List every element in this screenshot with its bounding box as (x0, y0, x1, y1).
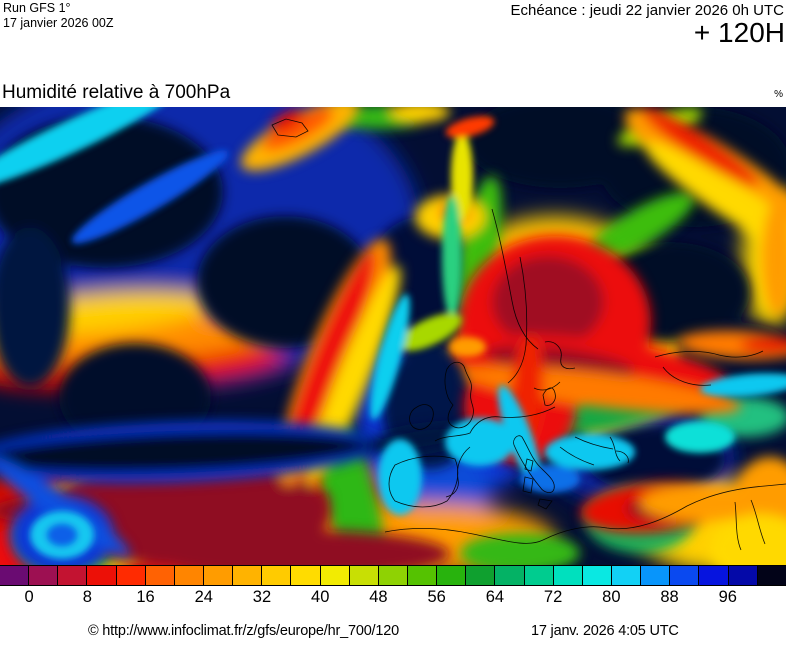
map-unit: % (774, 89, 783, 100)
map-title: Humidité relative à 700hPa (2, 82, 231, 103)
scale-box (262, 566, 291, 585)
scale-box (291, 566, 320, 585)
scale-box (466, 566, 495, 585)
footer-timestamp: 17 janv. 2026 4:05 UTC (531, 623, 679, 639)
scale-box (641, 566, 670, 585)
scale-box (495, 566, 524, 585)
coastlines (271, 118, 786, 551)
color-scale-labels: 0 8 16 24 32 40 48 56 64 72 80 88 96 (0, 588, 786, 608)
scale-label: 40 (311, 588, 330, 606)
scale-label: 16 (136, 588, 155, 606)
color-scale-bar (0, 565, 786, 586)
scale-box (29, 566, 58, 585)
scale-box (116, 566, 145, 585)
humidity-field-image (0, 107, 786, 565)
footer-copyright: © http://www.infoclimat.fr/z/gfs/europe/… (88, 623, 399, 639)
humidity-map (0, 107, 786, 565)
scale-box (553, 566, 582, 585)
scale-box (233, 566, 262, 585)
scale-label: 64 (485, 588, 505, 606)
scale-box (611, 566, 641, 585)
scale-box (349, 566, 378, 585)
scale-label: 72 (543, 588, 563, 606)
scale-label: 32 (252, 588, 272, 606)
scale-box (203, 566, 233, 585)
scale-label: 88 (660, 588, 679, 606)
scale-label: 48 (369, 588, 388, 606)
scale-label: 80 (602, 588, 621, 606)
run-date: 17 janvier 2026 00Z (3, 16, 114, 30)
scale-box (145, 566, 174, 585)
scale-box (407, 566, 437, 585)
scale-box (757, 566, 786, 585)
scale-label: 0 (24, 588, 34, 606)
scale-label: 24 (194, 588, 213, 606)
scale-box (670, 566, 699, 585)
scale-label: 8 (82, 588, 92, 606)
scale-label: 56 (427, 588, 446, 606)
run-model: Run GFS 1° (3, 1, 71, 15)
scale-box (378, 566, 407, 585)
scale-box (320, 566, 349, 585)
echeance-label: Echéance : jeudi 22 janvier 2026 0h UTC (510, 2, 784, 19)
scale-box (728, 566, 757, 585)
scale-box (699, 566, 728, 585)
scale-box (437, 566, 466, 585)
scale-box (58, 566, 87, 585)
scale-box (87, 566, 116, 585)
run-info: Run GFS 1° 17 janvier 2026 00Z (3, 1, 114, 31)
scale-box (524, 566, 553, 585)
scale-label: 96 (718, 588, 737, 606)
scale-box (582, 566, 611, 585)
scale-box (0, 566, 29, 585)
scale-box (174, 566, 203, 585)
forecast-hour: + 120H (693, 17, 785, 48)
